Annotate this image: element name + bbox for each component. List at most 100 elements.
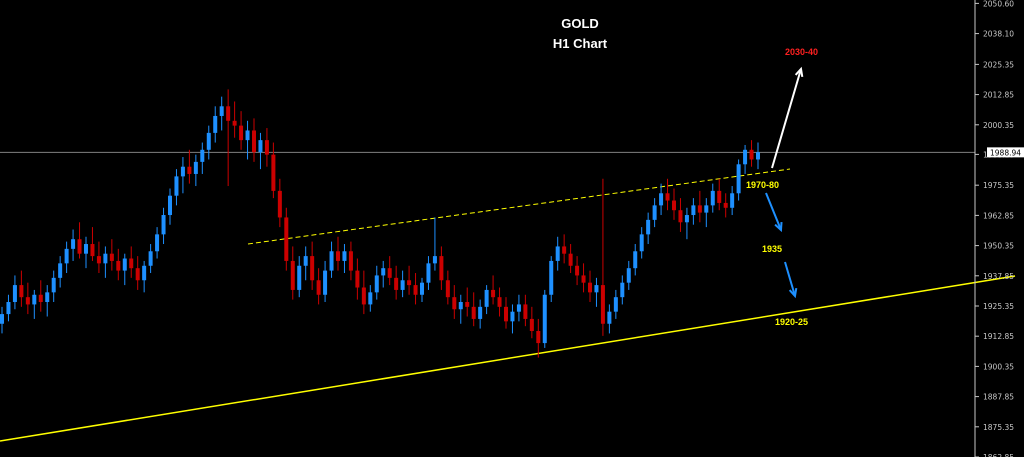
- candle-body: [290, 260, 295, 290]
- y-tick-label: 1962.85: [983, 211, 1014, 220]
- candle-body: [503, 306, 509, 322]
- candle-body: [723, 202, 728, 208]
- candle-body: [232, 120, 237, 126]
- candle-body: [594, 285, 599, 293]
- y-tick-label: 1925.35: [983, 302, 1014, 311]
- annotations: GOLD H1 Chart 2030-40 1970-80 1935 1920-25: [553, 16, 818, 327]
- candle-body: [374, 275, 379, 293]
- candle-body: [678, 210, 683, 223]
- candle-body: [445, 280, 450, 298]
- candle-body: [58, 263, 63, 278]
- trendlines: [0, 151, 1016, 442]
- candle-body: [0, 314, 5, 324]
- candle-body: [329, 251, 334, 271]
- price-axis: 2050.60 2038.10 2025.35 2012.85 2000.35 1988.…: [974, 0, 1024, 457]
- arrow-shaft: [784, 261, 796, 297]
- candle-body: [381, 268, 386, 276]
- candle-body: [542, 294, 547, 344]
- candle-body: [284, 217, 289, 261]
- candle-body: [129, 258, 134, 269]
- candle-body: [148, 251, 153, 266]
- candle-body: [361, 287, 366, 305]
- candle-body: [219, 106, 224, 116]
- candle-body: [665, 193, 670, 201]
- target-label-2030-40: 2030-40: [785, 47, 818, 57]
- y-tick-label: 2025.35: [983, 60, 1014, 69]
- candle-body: [155, 234, 160, 252]
- candle-body: [491, 289, 496, 298]
- arrow-head: [774, 221, 783, 233]
- candle-body: [419, 282, 425, 295]
- candle-body: [633, 251, 638, 269]
- candle-body: [271, 154, 276, 191]
- candle-body: [587, 282, 593, 293]
- arrow-shaft: [771, 68, 802, 169]
- candle-body: [25, 297, 30, 305]
- candle-body: [316, 280, 321, 295]
- candle-body: [142, 265, 147, 281]
- y-tick-label: 1912.85: [983, 332, 1014, 341]
- candle-body: [549, 260, 554, 295]
- chart-title: GOLD: [561, 16, 599, 31]
- current-price-label: 1988.94: [990, 148, 1021, 157]
- upper-dashed-trendline: [247, 168, 791, 245]
- candle-body: [174, 176, 179, 196]
- candle-body: [51, 277, 56, 293]
- candle-body: [245, 130, 250, 141]
- y-tick-label: 1975.35: [983, 181, 1014, 190]
- candle-body: [426, 263, 431, 283]
- candle-body: [407, 280, 412, 286]
- candle-body: [400, 280, 405, 290]
- candle-body: [19, 285, 24, 298]
- candle-body: [471, 306, 476, 319]
- candle-body: [575, 265, 580, 276]
- candle-body: [691, 205, 696, 216]
- candle-body: [303, 256, 308, 266]
- arrows: [765, 66, 804, 299]
- candle-body: [90, 244, 95, 257]
- candle-body: [452, 297, 457, 310]
- candle-body: [258, 140, 263, 153]
- candle-body: [439, 256, 444, 281]
- candle-body: [458, 302, 463, 310]
- candle-body: [600, 285, 605, 324]
- candle-body: [620, 282, 625, 298]
- candle-body: [387, 268, 392, 278]
- candle-body: [187, 166, 192, 174]
- candle-body: [206, 132, 211, 150]
- candle-body: [613, 297, 618, 312]
- arrow-head: [794, 66, 804, 78]
- arrow-head: [788, 287, 798, 299]
- candle-body: [116, 260, 121, 271]
- y-tick-label: 1875.35: [983, 423, 1014, 432]
- candle-body: [684, 215, 689, 223]
- candle-body: [226, 106, 231, 121]
- candle-body: [310, 256, 315, 281]
- candle-body: [45, 292, 50, 303]
- y-tick-label: 1950.35: [983, 242, 1014, 251]
- candle-body: [193, 161, 198, 174]
- y-tick-label: 1937.85: [983, 272, 1014, 281]
- current-price-tag: [987, 147, 1024, 158]
- candle-body: [626, 268, 631, 283]
- candle-body: [264, 140, 269, 155]
- candle-body: [607, 311, 612, 324]
- candle-body: [736, 164, 741, 194]
- candle-body: [355, 270, 360, 288]
- candle-body: [103, 253, 108, 264]
- candle-body: [639, 234, 644, 252]
- candle-body: [516, 304, 521, 312]
- candle-body: [394, 277, 399, 290]
- candle-body: [697, 205, 702, 213]
- candle-body: [529, 318, 534, 332]
- candle-body: [743, 149, 748, 165]
- candle-body: [335, 251, 341, 261]
- candle-body: [342, 251, 347, 261]
- candle-body: [348, 251, 353, 271]
- candle-body: [484, 289, 489, 307]
- candle-body: [717, 190, 722, 203]
- candle-body: [555, 246, 560, 261]
- candle-body: [704, 205, 709, 213]
